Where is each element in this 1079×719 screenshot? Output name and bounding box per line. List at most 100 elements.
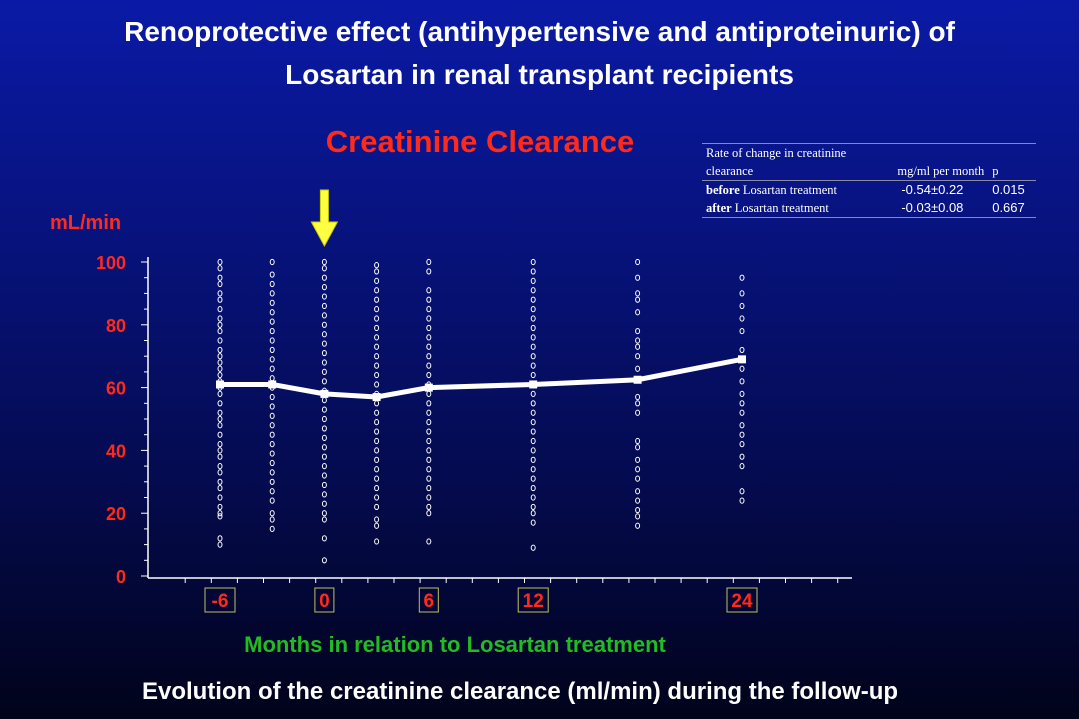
data-point	[739, 290, 745, 297]
chart-title: Creatinine Clearance	[325, 124, 635, 159]
data-point	[374, 466, 380, 473]
data-point	[374, 277, 380, 284]
data-point	[635, 309, 641, 316]
rate-of-change-table: Rate of change in creatinine clearance m…	[702, 143, 1036, 218]
x-tick-box	[517, 587, 549, 613]
data-point	[426, 475, 432, 482]
data-point	[739, 453, 745, 460]
data-point	[321, 312, 327, 319]
mean-point	[633, 375, 642, 384]
data-point	[635, 327, 641, 335]
x-axis-label: Months in relation to Losartan treatment	[244, 632, 666, 657]
down-arrow-icon	[310, 189, 339, 248]
data-point	[217, 290, 223, 297]
x-tick-label: 24	[731, 591, 753, 612]
x-tick-label: 6	[424, 591, 435, 612]
data-point	[426, 428, 432, 435]
data-point	[530, 519, 536, 526]
rate-row-label: Losartan treatment	[731, 201, 829, 215]
mean-point	[320, 389, 329, 398]
data-point	[321, 472, 327, 479]
data-point	[374, 381, 380, 388]
data-point	[321, 415, 327, 423]
data-point	[530, 437, 536, 445]
x-tick-label: -6	[212, 591, 229, 612]
data-point	[374, 409, 380, 416]
rate-table-unit-header: mg/ml per month	[897, 164, 985, 178]
data-point	[321, 463, 327, 470]
data-point	[217, 447, 223, 454]
data-point	[374, 268, 380, 275]
data-point	[530, 306, 536, 313]
x-tick-box	[204, 587, 236, 613]
data-point	[635, 488, 641, 495]
data-point	[217, 258, 223, 266]
data-point	[269, 290, 275, 297]
data-point	[426, 353, 432, 360]
mean-point	[216, 380, 224, 389]
data-point	[217, 513, 223, 520]
data-point	[530, 503, 536, 511]
data-point	[635, 497, 641, 504]
data-point	[321, 481, 327, 489]
data-point	[635, 337, 641, 344]
data-point	[321, 444, 327, 451]
data-point	[321, 453, 327, 460]
data-point	[269, 412, 275, 419]
data-point	[426, 390, 432, 397]
data-point	[739, 365, 745, 372]
data-point	[374, 516, 380, 523]
data-point	[321, 265, 327, 272]
data-point	[530, 371, 536, 379]
data-point	[321, 535, 327, 542]
rate-table-header-line-2: clearance	[706, 164, 754, 178]
data-point	[530, 315, 536, 322]
slide-title-line-2: Losartan in renal transplant recipients	[285, 59, 794, 90]
x-tick-box	[726, 587, 758, 613]
data-point	[530, 324, 536, 332]
data-point	[374, 353, 380, 360]
data-point	[374, 400, 380, 407]
data-point	[530, 475, 536, 482]
data-point	[321, 359, 327, 366]
data-point	[374, 437, 380, 445]
data-point	[321, 368, 327, 375]
data-point	[217, 327, 223, 335]
data-point	[530, 428, 536, 435]
data-point	[269, 478, 275, 485]
data-point	[426, 258, 432, 266]
data-point	[374, 494, 380, 501]
data-point	[426, 510, 432, 517]
data-point	[217, 415, 223, 423]
data-point	[426, 437, 432, 445]
data-point	[739, 431, 745, 438]
mean-point	[268, 380, 277, 389]
slide-title: Renoprotective effect (antihypertensive …	[0, 10, 1079, 96]
data-point	[217, 409, 223, 416]
data-point	[217, 431, 223, 438]
data-point	[635, 274, 641, 281]
data-point	[530, 456, 536, 463]
data-point	[217, 478, 223, 485]
rate-row-label: Losartan treatment	[739, 183, 837, 197]
data-point	[530, 466, 536, 473]
data-point	[374, 334, 380, 341]
data-point	[217, 306, 223, 313]
data-point	[269, 346, 275, 354]
data-point	[635, 409, 641, 416]
y-tick-label: 100	[96, 253, 126, 273]
data-point	[217, 265, 223, 272]
data-point	[530, 334, 536, 341]
data-point	[269, 271, 275, 278]
data-point	[426, 494, 432, 501]
data-point	[426, 400, 432, 407]
data-point	[426, 287, 432, 294]
data-point	[269, 450, 275, 457]
data-point	[635, 296, 641, 303]
data-point	[426, 456, 432, 463]
data-point	[217, 422, 223, 429]
data-point	[374, 306, 380, 313]
data-point	[321, 406, 327, 413]
data-point	[269, 393, 275, 401]
